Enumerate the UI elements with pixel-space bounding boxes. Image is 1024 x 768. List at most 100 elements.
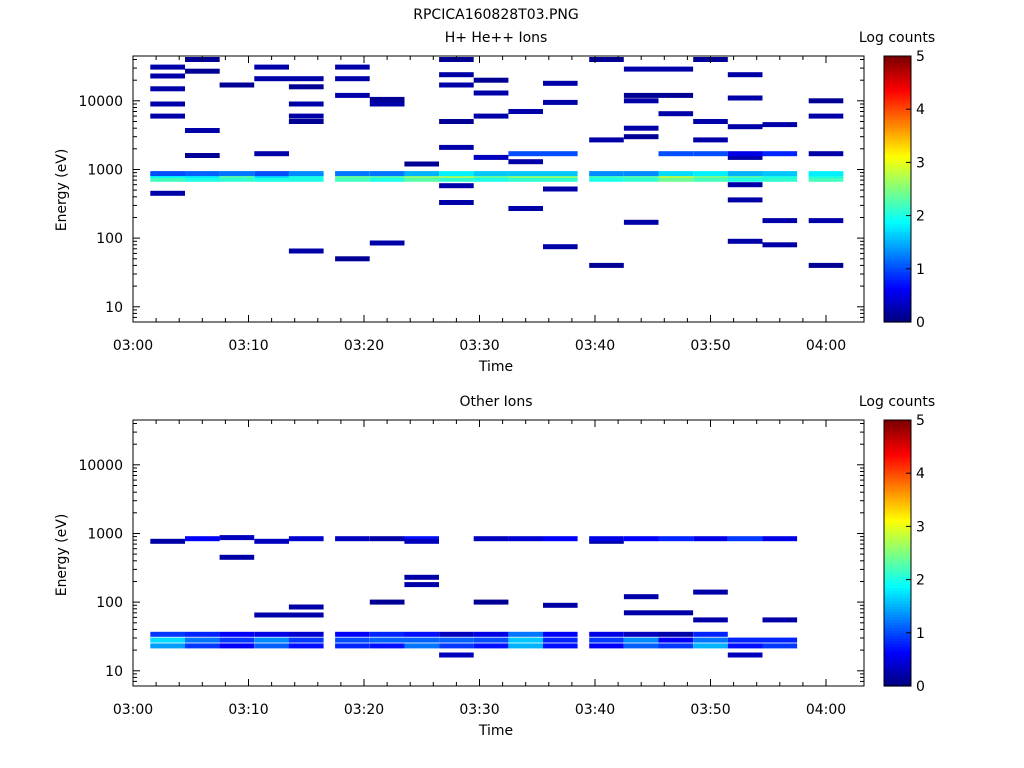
- colorbar-segment: [884, 127, 911, 132]
- colorbar-segment: [884, 584, 911, 589]
- colorbar-tick-label: 3: [916, 155, 925, 171]
- spectrogram-cell: [623, 643, 659, 649]
- spectrogram-cell: [762, 637, 798, 643]
- colorbar-segment: [884, 616, 911, 621]
- spectrogram-cell: [439, 171, 474, 177]
- y-axis-label: Energy (eV): [54, 514, 70, 597]
- colorbar-segment: [884, 167, 911, 171]
- spectrogram-cell: [335, 637, 370, 643]
- colorbar-segment: [884, 470, 911, 474]
- colorbar-segment: [884, 63, 911, 68]
- spectrogram-cell: [473, 113, 509, 119]
- y-tick-label: 100: [96, 231, 123, 247]
- spectrogram-cell: [693, 637, 728, 643]
- y-axis-ticks: 10 100 1000 10000: [78, 59, 864, 323]
- colorbar-segment: [884, 571, 911, 575]
- colorbar-segment: [884, 534, 911, 538]
- spectrogram-cell: [439, 82, 474, 88]
- plot-frame: [132, 419, 865, 687]
- colorbar-segment: [884, 220, 911, 225]
- spectrogram-cell: [808, 113, 844, 119]
- spectrogram-cell: [658, 176, 694, 182]
- colorbar-segment: [884, 66, 911, 70]
- spectrogram-cell: [185, 631, 220, 637]
- colorbar-segment: [884, 258, 911, 262]
- colorbar-segment: [884, 587, 911, 591]
- colorbar-segment: [884, 125, 911, 129]
- x-tick-label: 03:40: [575, 702, 615, 718]
- spectrogram-cell: [589, 57, 624, 62]
- colorbar-segment: [884, 531, 911, 535]
- spectrogram-cell: [288, 248, 324, 254]
- colorbar-segment: [884, 298, 911, 302]
- spectrogram-cell: [254, 76, 289, 82]
- colorbar-segment: [884, 608, 911, 613]
- colorbar-segment: [884, 223, 911, 227]
- colorbar-segment: [884, 438, 911, 442]
- colorbar-segment: [884, 274, 911, 278]
- figure-title: RPCICA160828T03.PNG: [413, 7, 578, 23]
- colorbar-segment: [884, 422, 911, 426]
- colorbar-segment: [884, 135, 911, 140]
- x-tick-label: 03:30: [459, 338, 499, 354]
- spectrogram-cell: [623, 66, 659, 72]
- colorbar-tick-label: 4: [916, 466, 925, 482]
- spectrogram-cell: [727, 72, 763, 78]
- colorbar-segment: [884, 579, 911, 583]
- spectrogram-cell: [508, 109, 543, 114]
- spectrogram-cell: [543, 186, 578, 192]
- colorbar-segment: [884, 196, 911, 201]
- spectrogram-cell: [727, 637, 763, 643]
- spectrogram-cell: [762, 122, 798, 128]
- spectrogram-cell: [288, 604, 324, 610]
- colorbar-segment: [884, 106, 911, 110]
- spectrogram-cell: [288, 171, 324, 177]
- colorbar-segment: [884, 319, 911, 323]
- colorbar-segment: [884, 218, 911, 222]
- spectrogram-cell: [693, 171, 728, 177]
- colorbar-segment: [884, 542, 911, 546]
- colorbar-tick-label: 2: [916, 573, 925, 589]
- colorbar-segment: [884, 212, 911, 217]
- spectrogram-cell: [623, 536, 659, 542]
- spectrogram-cell: [623, 176, 659, 182]
- colorbar-segment: [884, 441, 911, 445]
- spectrogram-cell: [473, 643, 509, 649]
- spectrogram-cell: [808, 98, 844, 104]
- spectrogram-cell: [335, 631, 370, 637]
- x-axis-label: Time: [478, 723, 513, 739]
- colorbar-segment: [884, 420, 911, 424]
- colorbar-segment: [884, 550, 911, 554]
- spectrogram-cell: [658, 631, 694, 637]
- spectrogram-cells: [150, 57, 844, 268]
- colorbar-segment: [884, 255, 911, 259]
- x-tick-label: 04:00: [806, 338, 846, 354]
- spectrogram-cell: [658, 536, 694, 542]
- colorbar-segment: [884, 611, 911, 615]
- colorbar-segment: [884, 473, 911, 477]
- colorbar-segment: [884, 526, 911, 530]
- spectrogram-cell: [473, 176, 509, 182]
- colorbar-segment: [884, 539, 911, 543]
- spectrogram-cell: [762, 242, 798, 248]
- colorbar-segment: [884, 79, 911, 84]
- y-tick-label: 10000: [78, 458, 123, 474]
- colorbar-segment: [884, 314, 911, 318]
- spectrogram-cell: [727, 95, 763, 101]
- colorbar-segment: [884, 457, 911, 461]
- colorbar-segment: [884, 635, 911, 639]
- x-tick-label: 03:40: [575, 338, 615, 354]
- colorbar-segment: [884, 247, 911, 251]
- spectrogram-cell: [658, 643, 694, 649]
- colorbar-segment: [884, 266, 911, 270]
- spectrogram-cell: [658, 92, 694, 98]
- colorbar-frame: [883, 419, 912, 687]
- spectrogram-cell: [219, 82, 255, 88]
- spectrogram-cell: [693, 119, 728, 124]
- spectrogram-cell: [254, 171, 289, 177]
- spectrogram-cell: [150, 171, 185, 177]
- y-axis-ticks: 10 100 1000 10000: [78, 423, 864, 687]
- spectrogram-cell: [439, 144, 474, 150]
- colorbar-segment: [884, 563, 911, 567]
